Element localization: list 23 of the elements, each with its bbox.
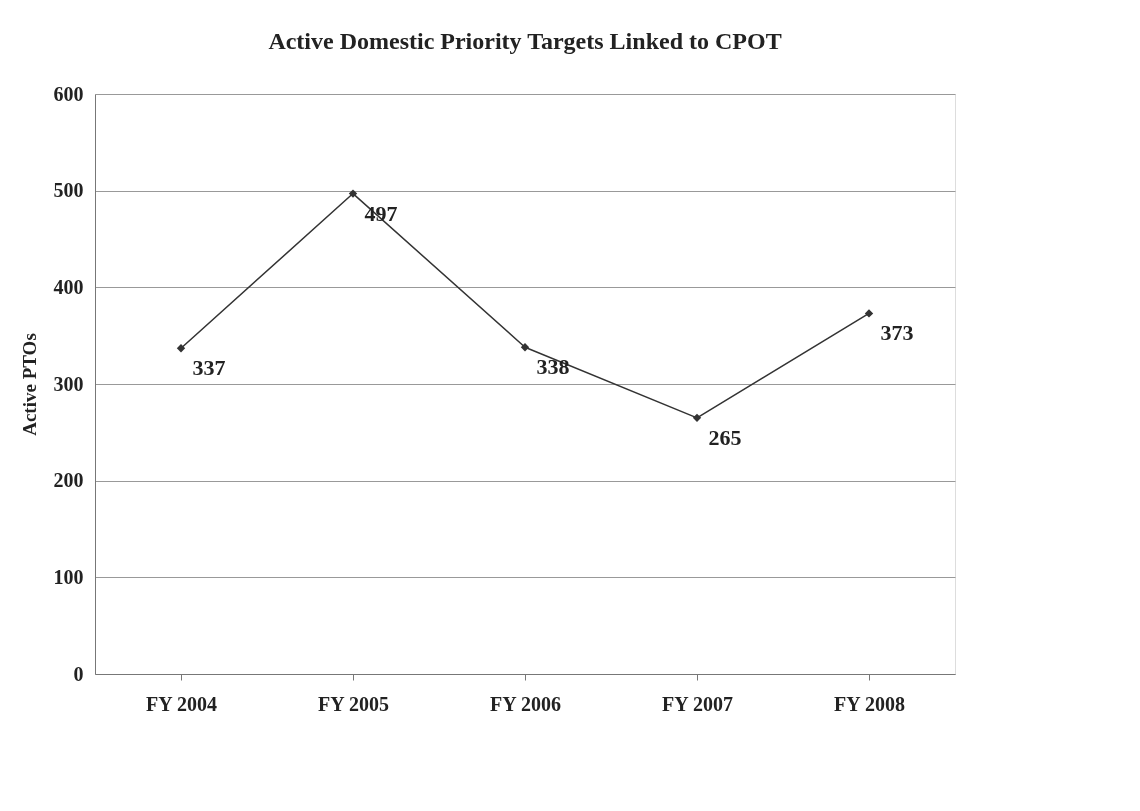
point [864,309,874,318]
data-label: 265 [708,424,742,450]
y-tick-label: 300 [53,372,84,395]
y-tick-label: 100 [53,565,84,588]
y-tick-label: 600 [53,82,84,105]
x-tick-label: FY 2007 [662,692,733,715]
y-tick-label: 0 [73,662,84,685]
y-axis-title: Active PTOs [18,333,40,436]
y-tick-label: 400 [53,275,84,298]
y-tick-label: 500 [53,179,84,202]
x-tick-label: FY 2005 [318,692,389,715]
data-label: 373 [880,320,914,346]
point [176,344,186,353]
x-tick-label: FY 2004 [146,692,217,715]
point [692,413,702,423]
y-tick-label: 200 [53,469,84,492]
chart-title: Active Domestic Priority Targets Linked to CPOT [268,28,782,54]
data-label: 338 [536,354,570,380]
data-label: 337 [192,355,226,381]
x-tick-label: FY 2006 [490,692,561,715]
point [348,189,358,198]
x-tick-label: FY 2008 [834,692,905,715]
point [520,343,530,352]
